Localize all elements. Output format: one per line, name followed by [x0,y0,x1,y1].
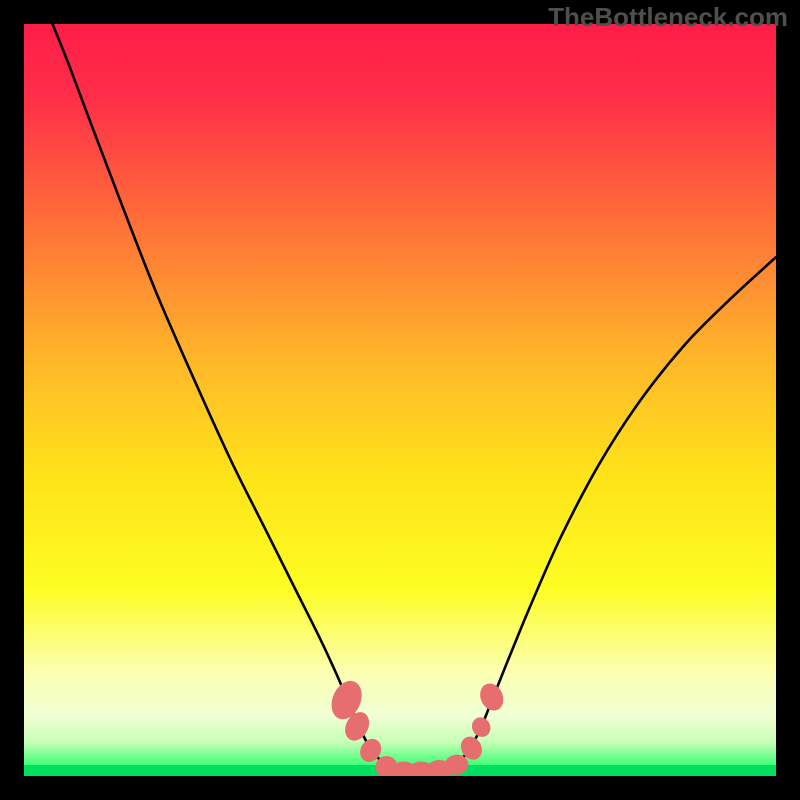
plot-area [24,24,776,776]
valley-marker [476,680,508,715]
watermark-text: TheBottleneck.com [548,2,788,33]
curve-and-markers [24,24,776,776]
valley-marker [468,714,494,740]
bottleneck-curve [53,24,776,773]
